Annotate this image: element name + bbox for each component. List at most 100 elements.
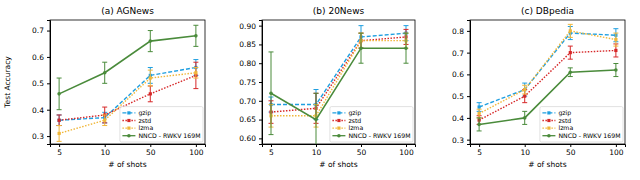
y-tick: 0.7 <box>32 26 50 35</box>
legend-marker <box>337 134 341 138</box>
error-bar <box>148 31 153 52</box>
chart-title: (a) AGNews <box>101 6 154 16</box>
marker <box>149 76 152 79</box>
y-tick: 0.7 <box>452 49 470 58</box>
x-tick-label: 100 <box>609 148 624 157</box>
error-bar-cap <box>522 111 527 112</box>
error-bar-cap <box>57 125 62 126</box>
marker <box>569 29 572 32</box>
x-tick-mark <box>59 144 60 147</box>
x-tick: 50 <box>146 144 156 157</box>
series-line <box>479 31 616 114</box>
y-tick-label: 0.80 <box>239 59 256 68</box>
y-tick-mark <box>467 118 470 119</box>
marker <box>57 92 61 96</box>
error-bar-cap <box>404 33 409 34</box>
x-tick: 5 <box>57 144 62 157</box>
error-bar-cap <box>57 125 62 126</box>
y-tick: 0.5 <box>452 92 470 101</box>
series-line <box>59 36 196 94</box>
marker <box>523 88 526 91</box>
error-bar <box>148 86 153 102</box>
x-tick-label: 5 <box>57 148 62 157</box>
panel: 0.30.40.50.60.70.851050100(c) DBpedia# o… <box>452 6 625 169</box>
error-bar-cap <box>269 134 274 135</box>
y-axis: 0.30.40.50.60.7 <box>32 21 50 145</box>
error-bar-cap <box>359 33 364 34</box>
error-bar-cap <box>57 78 62 79</box>
marker <box>614 68 618 72</box>
error-bar-cap <box>359 25 364 26</box>
error-bar <box>193 62 198 88</box>
error-bar-cap <box>57 109 62 110</box>
error-bar-cap <box>359 63 364 64</box>
y-tick-mark <box>259 138 262 139</box>
legend-label: lzma <box>348 124 363 131</box>
error-bar-cap <box>102 125 107 126</box>
y-axis: 0.30.40.50.60.70.8 <box>452 21 470 145</box>
error-bar-cap <box>193 78 198 79</box>
legend-line <box>332 127 345 128</box>
x-axis-line <box>51 145 206 148</box>
error-bar-cap <box>568 37 573 38</box>
y-tick: 0.90 <box>239 22 262 31</box>
marker <box>568 70 572 74</box>
x-axis: 51050100 <box>471 144 626 157</box>
x-tick: 100 <box>399 144 414 157</box>
y-axis-line <box>259 21 263 145</box>
y-tick-label: 0.5 <box>452 92 464 101</box>
legend-marker <box>337 119 340 122</box>
y-tick-mark <box>259 82 262 83</box>
error-bar-cap <box>193 25 198 26</box>
legend-marker <box>547 119 550 122</box>
marker <box>148 39 152 43</box>
marker <box>523 88 526 91</box>
y-tick-mark <box>47 136 50 137</box>
legend: gzipzstdlzmaNNCD - RWKV 169M <box>540 107 623 142</box>
legend-marker <box>127 111 130 114</box>
error-bar <box>568 24 573 37</box>
error-bar <box>359 33 364 63</box>
error-bar-cap <box>613 76 618 77</box>
error-bar-cap <box>613 46 618 47</box>
y-tick-mark <box>47 57 50 58</box>
error-bar <box>522 83 527 96</box>
x-tick-label: 50 <box>357 148 367 157</box>
x-tick-mark <box>479 144 480 147</box>
series <box>269 26 409 120</box>
error-bar-cap <box>613 33 618 34</box>
y-tick-label: 0.7 <box>32 26 44 35</box>
legend-box <box>120 107 203 142</box>
legend-label: NNCD - RWKV 169M <box>348 132 410 139</box>
error-bar-cap <box>102 107 107 108</box>
x-tick: 5 <box>477 144 482 157</box>
legend-box <box>540 107 623 142</box>
plot-frame <box>50 20 205 144</box>
legend-marker <box>127 119 130 122</box>
error-bar-cap <box>404 25 409 26</box>
legend-line <box>542 120 555 121</box>
error-bar-cap <box>359 33 364 34</box>
y-tick-label: 0.3 <box>32 132 44 141</box>
error-bar-cap <box>522 83 527 84</box>
error-bar-cap <box>57 114 62 115</box>
x-tick-mark <box>150 144 151 147</box>
marker <box>614 49 617 52</box>
x-tick-mark <box>271 144 272 147</box>
x-tick-label: 10 <box>100 148 110 157</box>
x-tick-mark <box>196 144 197 147</box>
y-tick-label: 0.7 <box>452 49 464 58</box>
x-axis-title: # of shots <box>108 160 146 169</box>
error-bar-cap <box>314 89 319 90</box>
y-tick: 0.8 <box>452 27 470 36</box>
error-bar <box>102 62 107 83</box>
y-tick-mark <box>259 101 262 102</box>
error-bar-cap <box>404 29 409 30</box>
y-tick-label: 0.65 <box>239 115 256 124</box>
legend-box <box>330 107 413 142</box>
y-tick-label: 0.6 <box>32 53 44 62</box>
marker <box>58 119 61 122</box>
y-tick: 0.85 <box>239 40 262 49</box>
x-tick-label: 10 <box>520 148 530 157</box>
marker <box>194 71 197 74</box>
